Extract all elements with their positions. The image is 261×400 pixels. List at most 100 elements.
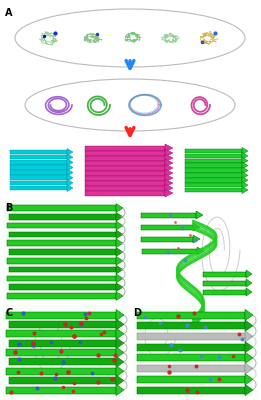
Polygon shape bbox=[85, 160, 165, 166]
Polygon shape bbox=[165, 179, 173, 187]
Polygon shape bbox=[141, 236, 193, 242]
Polygon shape bbox=[165, 154, 173, 162]
Polygon shape bbox=[9, 284, 116, 290]
Text: A: A bbox=[5, 8, 13, 18]
Polygon shape bbox=[185, 168, 242, 173]
Polygon shape bbox=[10, 165, 67, 170]
Polygon shape bbox=[116, 375, 124, 386]
Polygon shape bbox=[67, 148, 73, 156]
Polygon shape bbox=[137, 365, 245, 372]
Polygon shape bbox=[7, 205, 116, 211]
Bar bbox=[133, 200, 258, 302]
Polygon shape bbox=[116, 292, 123, 300]
Polygon shape bbox=[67, 179, 73, 186]
Bar bbox=[3, 305, 127, 398]
Polygon shape bbox=[245, 331, 253, 342]
Polygon shape bbox=[67, 174, 73, 181]
Polygon shape bbox=[137, 386, 245, 394]
Polygon shape bbox=[67, 154, 73, 161]
Polygon shape bbox=[9, 267, 116, 272]
Polygon shape bbox=[85, 150, 165, 156]
Polygon shape bbox=[116, 310, 124, 321]
Polygon shape bbox=[185, 154, 242, 158]
Bar bbox=[3, 200, 127, 302]
Polygon shape bbox=[242, 157, 248, 164]
Polygon shape bbox=[9, 358, 116, 365]
Polygon shape bbox=[242, 186, 248, 194]
Text: D: D bbox=[133, 308, 141, 318]
Polygon shape bbox=[137, 333, 245, 340]
Polygon shape bbox=[67, 169, 73, 176]
Polygon shape bbox=[242, 182, 248, 189]
Polygon shape bbox=[203, 272, 246, 276]
Polygon shape bbox=[165, 174, 173, 182]
Polygon shape bbox=[10, 181, 67, 185]
Polygon shape bbox=[203, 290, 246, 294]
Polygon shape bbox=[245, 342, 253, 353]
Polygon shape bbox=[9, 377, 116, 384]
Polygon shape bbox=[6, 368, 116, 375]
Polygon shape bbox=[142, 248, 197, 254]
Polygon shape bbox=[116, 239, 123, 248]
Polygon shape bbox=[85, 176, 165, 180]
Polygon shape bbox=[185, 149, 242, 153]
Polygon shape bbox=[10, 170, 67, 175]
Polygon shape bbox=[137, 354, 245, 361]
Polygon shape bbox=[67, 184, 73, 192]
Polygon shape bbox=[137, 376, 245, 383]
Polygon shape bbox=[116, 283, 123, 292]
Polygon shape bbox=[185, 158, 242, 163]
Polygon shape bbox=[6, 386, 116, 394]
Polygon shape bbox=[197, 247, 204, 255]
Polygon shape bbox=[10, 155, 67, 159]
Ellipse shape bbox=[15, 9, 245, 67]
Polygon shape bbox=[7, 258, 116, 264]
Polygon shape bbox=[165, 149, 173, 157]
Polygon shape bbox=[9, 214, 116, 220]
Polygon shape bbox=[193, 223, 200, 231]
Polygon shape bbox=[85, 166, 165, 170]
Polygon shape bbox=[165, 169, 173, 177]
Polygon shape bbox=[116, 256, 123, 265]
Polygon shape bbox=[165, 159, 173, 167]
Polygon shape bbox=[116, 248, 123, 256]
Polygon shape bbox=[242, 177, 248, 184]
Polygon shape bbox=[6, 330, 116, 337]
Polygon shape bbox=[137, 312, 245, 318]
Polygon shape bbox=[10, 150, 67, 154]
Polygon shape bbox=[10, 160, 67, 164]
Polygon shape bbox=[9, 249, 116, 255]
Polygon shape bbox=[165, 189, 173, 197]
Text: C: C bbox=[5, 308, 12, 318]
Polygon shape bbox=[246, 288, 252, 296]
Polygon shape bbox=[165, 164, 173, 172]
Polygon shape bbox=[242, 152, 248, 160]
Polygon shape bbox=[245, 352, 253, 364]
Polygon shape bbox=[245, 363, 253, 374]
Ellipse shape bbox=[25, 79, 235, 131]
Polygon shape bbox=[85, 146, 165, 150]
Polygon shape bbox=[85, 186, 165, 190]
Polygon shape bbox=[116, 212, 123, 221]
Polygon shape bbox=[85, 170, 165, 176]
Polygon shape bbox=[85, 156, 165, 160]
Bar bbox=[133, 305, 258, 398]
Polygon shape bbox=[116, 347, 124, 358]
Text: B: B bbox=[5, 203, 12, 213]
Polygon shape bbox=[9, 340, 116, 347]
Polygon shape bbox=[116, 265, 123, 274]
Polygon shape bbox=[116, 204, 123, 212]
Polygon shape bbox=[67, 159, 73, 166]
Polygon shape bbox=[116, 366, 124, 377]
Polygon shape bbox=[165, 184, 173, 192]
Polygon shape bbox=[203, 280, 246, 286]
Polygon shape bbox=[116, 221, 123, 230]
Polygon shape bbox=[245, 374, 253, 385]
Polygon shape bbox=[116, 384, 124, 396]
Polygon shape bbox=[141, 224, 193, 230]
Polygon shape bbox=[116, 274, 123, 283]
Polygon shape bbox=[7, 240, 116, 246]
Polygon shape bbox=[193, 235, 200, 243]
Polygon shape bbox=[116, 338, 124, 349]
Polygon shape bbox=[245, 320, 253, 331]
